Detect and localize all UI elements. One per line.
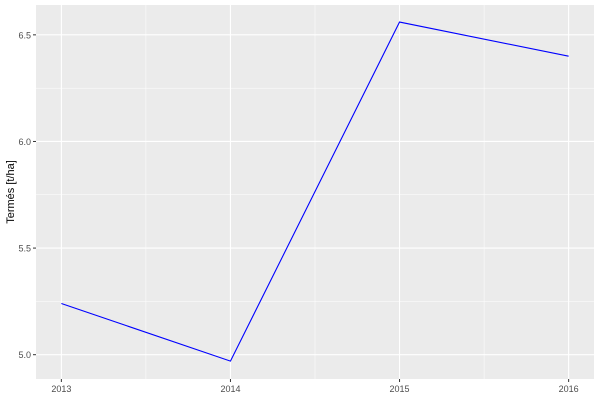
- x-tick-label: 2015: [390, 384, 410, 394]
- x-tick-label: 2014: [220, 384, 240, 394]
- x-tick-label: 2013: [51, 384, 71, 394]
- y-axis-label: Termés [t/ha]: [5, 160, 17, 224]
- y-tick-label: 6.0: [18, 137, 31, 147]
- y-tick-label: 6.5: [18, 30, 31, 40]
- series-line: [61, 21, 569, 362]
- y-tick-label: 5.0: [18, 350, 31, 360]
- y-tick-label: 5.5: [18, 244, 31, 254]
- x-tick-label: 2016: [559, 384, 579, 394]
